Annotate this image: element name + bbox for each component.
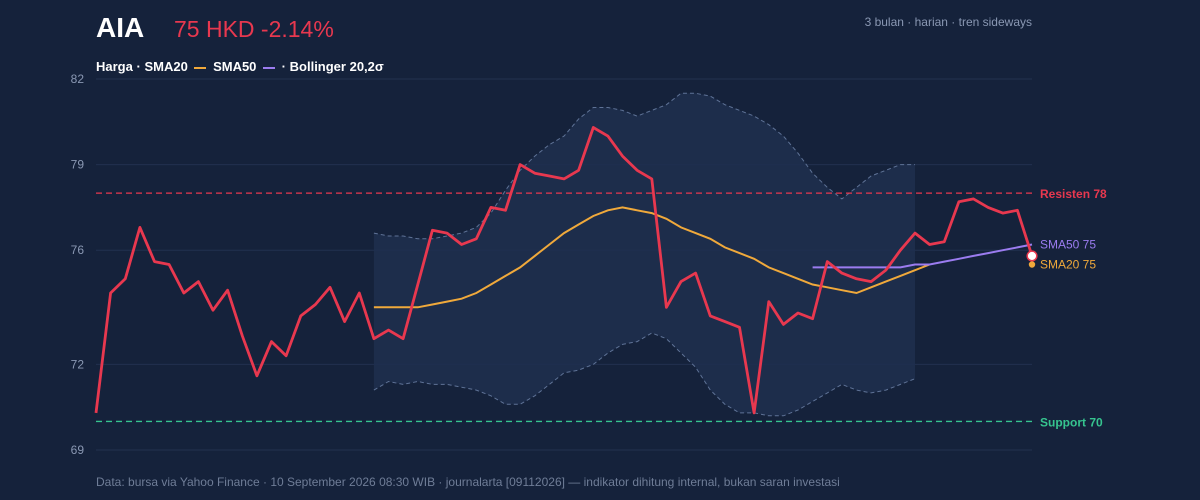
legend-sma50-label: SMA50 xyxy=(213,59,257,74)
sma50-line xyxy=(812,243,1033,269)
legend-price-label: Harga xyxy=(96,59,133,74)
bollinger-upper-line xyxy=(373,92,915,240)
legend-sma20-label: SMA20 xyxy=(144,59,188,74)
y-tick-label: 82 xyxy=(71,72,85,86)
price-end-marker xyxy=(1026,250,1038,262)
support-label: Support 70 xyxy=(1040,415,1103,429)
sma20-line xyxy=(373,206,930,309)
price-change: 75 HKD -2.14% xyxy=(174,16,334,42)
y-tick-label: 76 xyxy=(71,243,85,257)
footer-source: Data: bursa via Yahoo Finance · 10 Septe… xyxy=(96,475,840,489)
legend: Harga · SMA20 SMA50 · Bollinger 20,2σ xyxy=(96,59,384,74)
y-tick-label: 69 xyxy=(71,443,85,457)
sma20-end-dot xyxy=(1028,261,1036,268)
resistance-label: Resisten 78 xyxy=(1040,187,1107,201)
price-line xyxy=(94,126,1034,415)
bollinger-lower-line xyxy=(373,332,916,417)
bollinger-band-area xyxy=(373,93,915,416)
legend-sma50-swatch xyxy=(263,66,276,69)
ticker-symbol: AIA xyxy=(96,12,145,43)
y-tick-label: 72 xyxy=(71,357,85,371)
sma50-end-label: SMA50 75 xyxy=(1040,238,1096,252)
chart-meta: 3 bulan · harian · tren sideways xyxy=(864,15,1032,29)
legend-separator: · xyxy=(281,59,287,74)
legend-separator: · xyxy=(136,59,141,74)
legend-bollinger-label: Bollinger 20,2σ xyxy=(289,59,384,74)
y-tick-label: 79 xyxy=(71,158,85,172)
legend-sma20-swatch xyxy=(194,66,207,69)
sma20-end-label: SMA20 75 xyxy=(1040,258,1096,272)
